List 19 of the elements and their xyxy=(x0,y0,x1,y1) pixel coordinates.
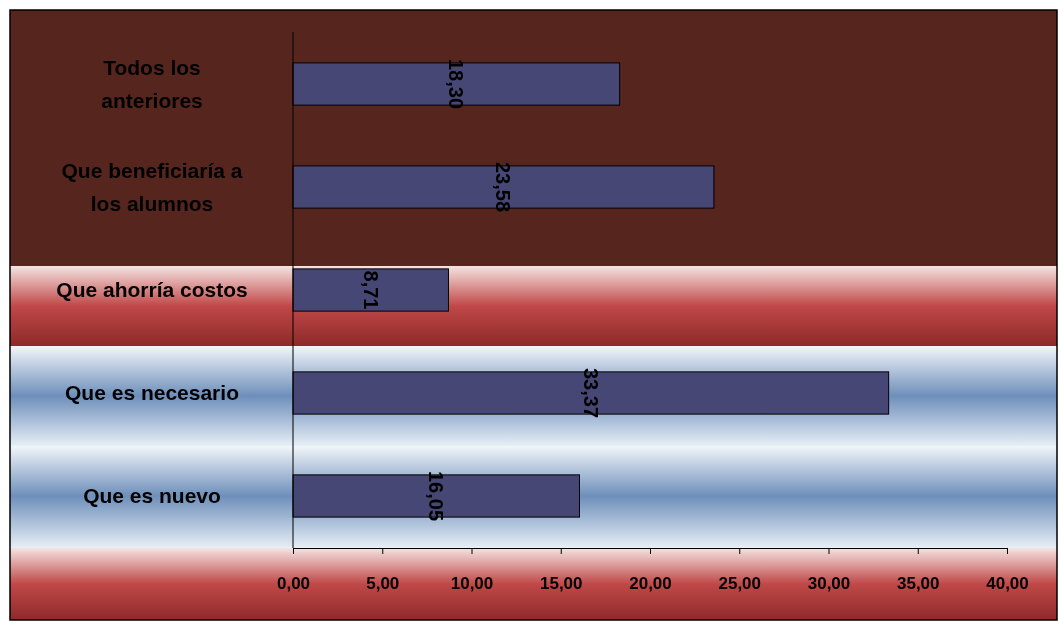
y-tick-label: Que es nuevo xyxy=(83,484,221,508)
data-label: 18,30 xyxy=(445,58,468,110)
x-tick-label: 5,00 xyxy=(366,574,400,594)
y-tick-label: Que es necesario xyxy=(65,381,239,405)
data-label: 8,71 xyxy=(359,270,382,310)
y-tick-label: Todos los anteriores xyxy=(101,55,203,112)
data-label: 33,37 xyxy=(579,367,602,419)
x-tick-label: 40,00 xyxy=(986,574,1029,594)
x-tick-label: 0,00 xyxy=(276,574,311,594)
x-tick-label: 20,00 xyxy=(629,574,672,594)
x-tick-label: 25,00 xyxy=(718,574,762,594)
x-tick-label: 10,00 xyxy=(450,574,494,594)
x-tick-label: 15,00 xyxy=(539,574,583,594)
x-tick-label: 30,00 xyxy=(807,574,851,594)
data-label: 16,05 xyxy=(425,470,448,522)
data-label: 23,58 xyxy=(492,161,515,213)
x-tick-label: 35,00 xyxy=(896,574,940,594)
y-tick-label: Que ahorría costos xyxy=(56,278,248,302)
y-tick-label: Que beneficiaría a los alumnos xyxy=(61,158,243,215)
